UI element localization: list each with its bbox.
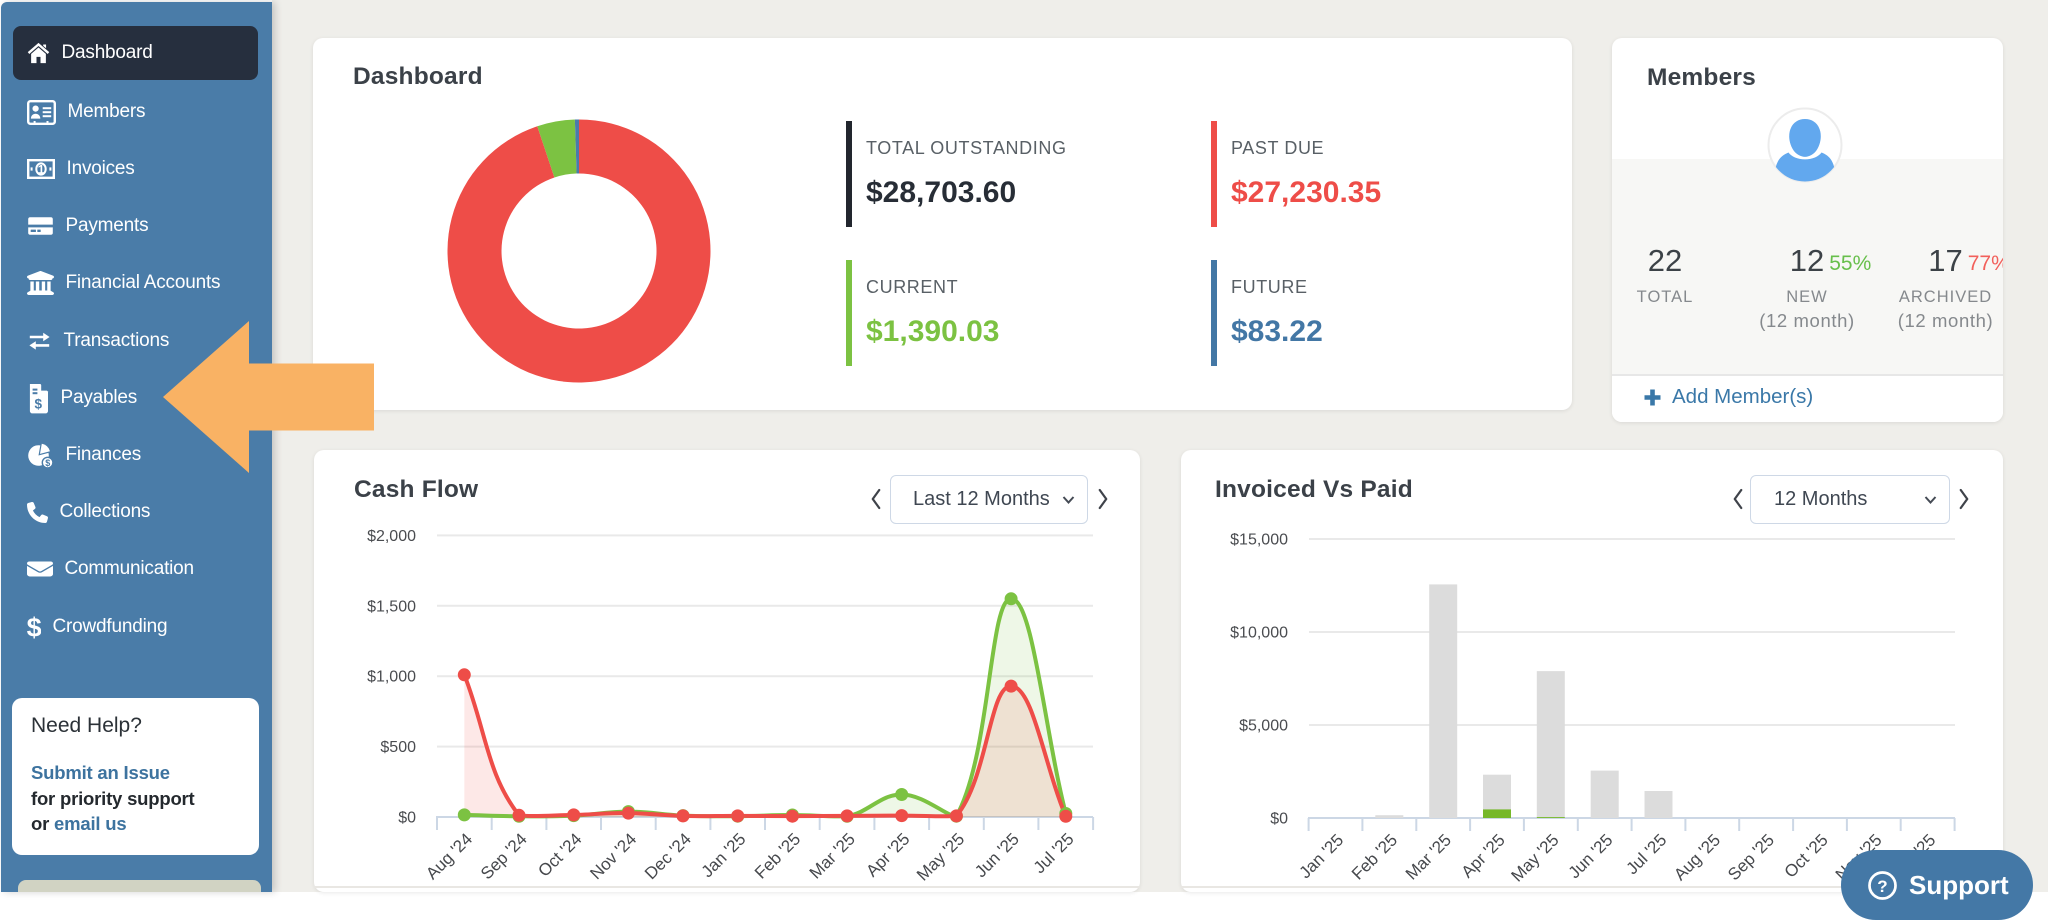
svg-text:$: $ [34, 396, 42, 411]
svg-text:$: $ [45, 457, 50, 467]
svg-text:1: 1 [37, 163, 44, 177]
svg-text:?: ? [1877, 877, 1887, 896]
svg-text:$: $ [27, 613, 41, 643]
